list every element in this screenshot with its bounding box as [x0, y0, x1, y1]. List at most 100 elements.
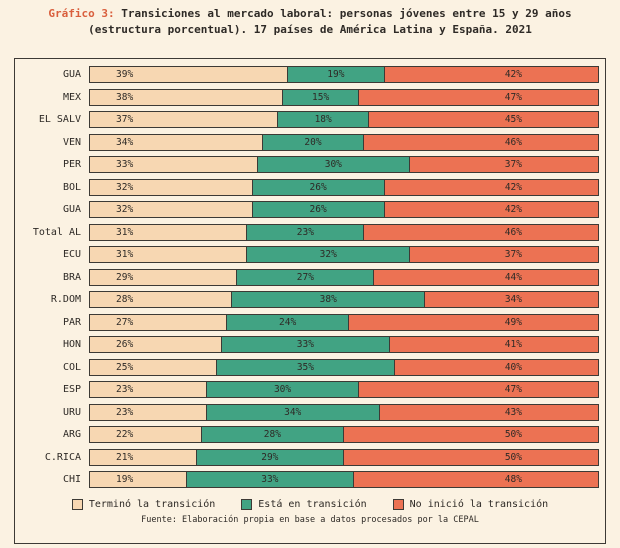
segment-value: 41% [504, 339, 522, 350]
bar-segment: 15% [283, 89, 360, 105]
stacked-bar: 34% 20% 46% [89, 133, 599, 151]
bar-segment: 37% [410, 247, 598, 262]
bar-segment: 32% [90, 202, 253, 217]
chart-row: R.DOM 28% 38% 34% [21, 291, 599, 308]
segment-value: 38% [319, 294, 337, 305]
chart-title-line1: Gráfico 3: Transiciones al mercado labor… [0, 6, 620, 22]
chart-area: GUA 39% 19% 42% MEX 38% 15% 47% EL SALV 37% 18% 45%… [14, 58, 606, 544]
category-label: ARG [62, 429, 81, 440]
category-label: Total AL [32, 226, 81, 238]
segment-value: 34% [116, 136, 134, 148]
segment-value: 32% [116, 181, 134, 193]
bar-segment: 22% [90, 427, 202, 442]
category-label: BRA [62, 271, 81, 283]
segment-value: 15% [312, 91, 330, 103]
bar-segment: 35% [217, 359, 395, 375]
chart-row: Total AL 31% 23% 46% [21, 223, 599, 241]
bar-segment: 23% [247, 224, 365, 240]
stacked-bar: 32% 26% 42% [89, 178, 599, 196]
bar-segment: 32% [90, 179, 253, 195]
category-label: HON [62, 339, 81, 350]
bar-segment: 19% [90, 472, 187, 487]
bar-segment: 27% [90, 314, 228, 330]
category-label: C.RICA [44, 451, 81, 463]
bar-segment: 50% [343, 449, 598, 465]
chart-row: C.RICA 21% 29% 50% [21, 448, 599, 466]
segment-value: 22% [116, 429, 134, 440]
stacked-bar: 33% 30% 37% [89, 156, 599, 173]
source-note: Fuente: Elaboración propia en base a dat… [141, 515, 479, 525]
bar-segment: 42% [384, 179, 598, 195]
segment-value: 43% [504, 406, 522, 418]
bar-segment: 29% [196, 449, 344, 465]
segment-value: 20% [304, 136, 322, 148]
category-label: ECU [62, 249, 81, 260]
bar-segment: 30% [257, 157, 411, 172]
legend-item: Terminó la transición [71, 499, 215, 510]
bar-segment: 42% [384, 67, 598, 82]
chart-title-prefix: Gráfico 3: [48, 7, 115, 20]
stacked-bar: 19% 33% 48% [89, 471, 599, 488]
segment-value: 31% [116, 226, 134, 238]
segment-value: 47% [504, 91, 522, 103]
segment-value: 23% [116, 406, 134, 418]
bar-segment: 32% [247, 247, 411, 262]
bar-segment: 42% [384, 202, 598, 217]
chart-title-line2: (estructura porcentual). 17 países de Am… [88, 22, 532, 36]
segment-value: 42% [504, 204, 522, 215]
chart-row: VEN 34% 20% 46% [21, 133, 599, 151]
bar-segment: 38% [90, 89, 284, 105]
chart-row: ARG 22% 28% 50% [21, 426, 599, 443]
stacked-bar: 21% 29% 50% [89, 448, 599, 466]
bar-segment: 33% [90, 157, 258, 172]
stacked-bar: 26% 33% 41% [89, 336, 599, 353]
bar-segment: 27% [237, 269, 375, 285]
bar-segment: 31% [90, 247, 248, 262]
chart-title-text: Transiciones al mercado laboral: persona… [114, 7, 572, 20]
segment-value: 23% [296, 226, 314, 238]
stacked-bar: 31% 32% 37% [89, 246, 599, 263]
bar-segment: 44% [374, 269, 598, 285]
segment-value: 21% [116, 451, 134, 463]
category-label: EL SALV [38, 114, 81, 125]
category-label: PAR [62, 316, 81, 328]
segment-value: 27% [116, 316, 134, 328]
bar-segment: 38% [232, 292, 426, 307]
category-label: GUA [62, 204, 81, 215]
segment-value: 50% [504, 451, 522, 463]
chart-row: URU 23% 34% 43% [21, 403, 599, 421]
bar-segment: 25% [90, 359, 217, 375]
chart-rows: GUA 39% 19% 42% MEX 38% 15% 47% EL SALV 37% 18% 45%… [21, 66, 599, 488]
chart-row: MEX 38% 15% 47% [21, 88, 599, 106]
segment-value: 40% [504, 361, 522, 373]
stacked-bar: 28% 38% 34% [89, 291, 599, 308]
legend-item: No inició la transición [392, 499, 548, 510]
chart-row: PER 33% 30% 37% [21, 156, 599, 173]
stacked-bar: 29% 27% 44% [89, 268, 599, 286]
segment-value: 29% [116, 271, 134, 283]
segment-value: 37% [116, 114, 134, 125]
chart-row: BRA 29% 27% 44% [21, 268, 599, 286]
segment-value: 19% [116, 474, 134, 485]
segment-value: 23% [116, 384, 134, 395]
segment-value: 47% [504, 384, 522, 395]
bar-segment: 46% [364, 134, 598, 150]
category-label: CHI [62, 474, 81, 485]
bar-segment: 41% [389, 337, 598, 352]
chart-legend: Terminó la transición Está en transición… [21, 499, 599, 510]
segment-value: 33% [116, 159, 134, 170]
bar-segment: 23% [90, 404, 207, 420]
stacked-bar: 23% 30% 47% [89, 381, 599, 398]
bar-segment: 45% [369, 112, 598, 127]
chart-row: GUA 32% 26% 42% [21, 201, 599, 218]
bar-segment: 26% [90, 337, 223, 352]
stacked-bar: 37% 18% 45% [89, 111, 599, 128]
category-label: ESP [62, 384, 81, 395]
stacked-bar: 23% 34% 43% [89, 403, 599, 421]
bar-segment: 34% [425, 292, 598, 307]
bar-segment: 18% [277, 112, 370, 127]
segment-value: 46% [504, 136, 522, 148]
bar-segment: 39% [90, 67, 289, 82]
bar-segment: 48% [354, 472, 598, 487]
chart-row: ECU 31% 32% 37% [21, 246, 599, 263]
